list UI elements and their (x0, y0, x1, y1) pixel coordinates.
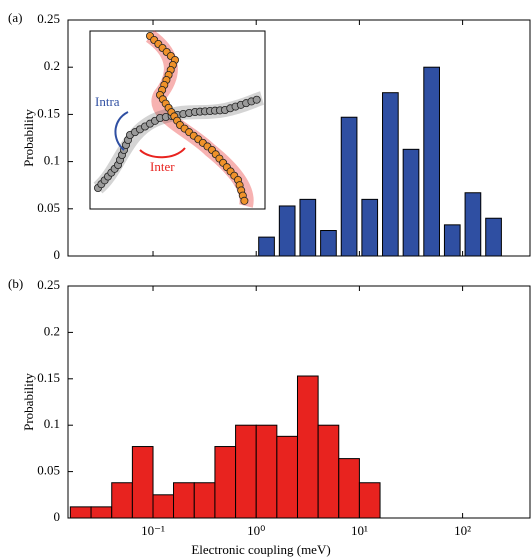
bar (278, 205, 296, 257)
panel-label: (a) (8, 10, 22, 25)
bar (358, 482, 381, 519)
orange-monomer (240, 196, 249, 205)
bar (382, 92, 399, 257)
y-tick-label: 0.15 (37, 105, 60, 120)
bar (255, 424, 278, 519)
y-tick-label: 0.05 (37, 463, 60, 478)
bar (276, 435, 298, 519)
bar (402, 148, 420, 257)
y-axis-label: Probability (21, 109, 36, 167)
y-tick-label: 0.2 (44, 323, 60, 338)
bar (173, 482, 195, 519)
bar (152, 494, 175, 519)
y-tick-label: 0.25 (37, 11, 60, 26)
bar (338, 458, 360, 519)
y-tick-label: 0.15 (37, 370, 60, 385)
bar (214, 446, 237, 519)
panel: (b) Probability Electronic coupling (meV) 0… (8, 276, 531, 557)
bar (193, 482, 216, 519)
x-tick-label: 10⁻¹ (141, 523, 165, 538)
y-tick-label: 0 (54, 509, 61, 524)
bar (320, 230, 337, 257)
x-tick-label: 10¹ (351, 523, 368, 538)
intra-arrow (114, 111, 129, 151)
bar (90, 506, 113, 519)
y-tick-label: 0.2 (44, 58, 60, 73)
x-tick-label: 10² (454, 523, 471, 538)
panel-label: (b) (8, 276, 23, 291)
y-tick-label: 0.25 (37, 277, 60, 292)
bar (317, 424, 340, 519)
plot-frame (67, 19, 531, 257)
bar (464, 192, 482, 257)
panel: (a)Probability00.050.10.150.20.25IntraIn… (8, 10, 531, 262)
y-tick-label: 0 (54, 247, 61, 262)
y-tick-label: 0.1 (44, 153, 60, 168)
bar (69, 506, 92, 519)
y-tick-label: 0.05 (37, 200, 60, 215)
bar (485, 217, 502, 257)
inter-arrow (139, 147, 186, 159)
bar (111, 482, 133, 519)
bar (258, 236, 275, 257)
bar (299, 198, 317, 257)
bar (296, 375, 319, 519)
bar (131, 446, 154, 519)
x-tick-label: 10⁰ (247, 523, 265, 538)
bar (443, 224, 461, 257)
x-axis-label: Electronic coupling (meV) (191, 542, 330, 557)
bar (423, 66, 440, 257)
bar (340, 116, 358, 257)
gray-monomer (252, 95, 261, 104)
inset: Intra Inter (89, 30, 266, 210)
bar (361, 198, 379, 257)
annotation: Intra (95, 94, 120, 109)
y-tick-label: 0.1 (44, 416, 60, 431)
annotation: Inter (150, 159, 175, 174)
bar (235, 424, 257, 519)
y-axis-label: Probability (21, 373, 36, 431)
